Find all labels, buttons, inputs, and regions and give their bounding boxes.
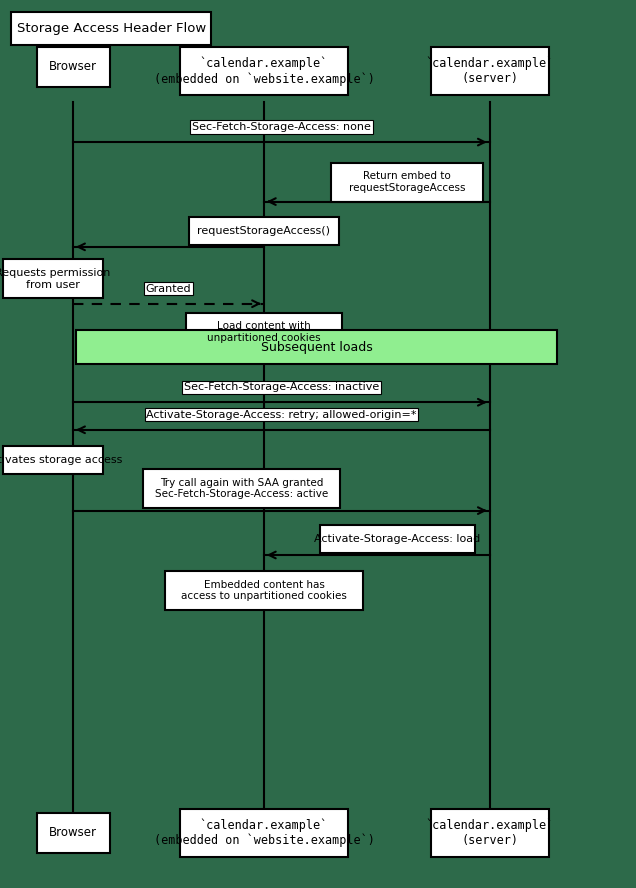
Text: Load content with
unpartitioned cookies: Load content with unpartitioned cookies [207,321,321,343]
Text: Try call again with SAA granted
Sec-Fetch-Storage-Access: active: Try call again with SAA granted Sec-Fetc… [155,478,328,499]
Bar [179,808,349,858]
Text: `calendar.example`
(embedded on `website.example`): `calendar.example` (embedded on `website… [153,57,375,85]
Text: `calendar.example`
(server): `calendar.example` (server) [425,57,554,85]
Text: Storage Access Header Flow: Storage Access Header Flow [17,22,206,35]
Text: Subsequent loads: Subsequent loads [261,341,372,353]
Bar [143,469,340,508]
Text: Sec-Fetch-Storage-Access: inactive: Sec-Fetch-Storage-Access: inactive [184,382,379,392]
Bar [3,446,103,474]
Text: requestStorageAccess(): requestStorageAccess() [197,226,331,236]
Bar [165,571,363,610]
Text: Activate-Storage-Access: retry; allowed-origin=*: Activate-Storage-Access: retry; allowed-… [146,409,417,420]
Bar [319,525,475,553]
Text: Browser: Browser [49,827,97,839]
Text: `calendar.example`
(server): `calendar.example` (server) [425,819,554,847]
Text: Sec-Fetch-Storage-Access: none: Sec-Fetch-Storage-Access: none [192,122,371,132]
Bar [331,163,483,202]
Bar [37,46,110,86]
Bar [76,330,556,364]
Text: Browser: Browser [49,60,97,73]
Bar [3,259,103,298]
Bar [11,12,212,45]
Text: Return embed to
requestStorageAccess: Return embed to requestStorageAccess [349,171,466,193]
Bar [190,217,338,245]
Bar [431,808,549,858]
Bar [37,813,110,852]
Text: Requests permission
from user: Requests permission from user [0,268,111,289]
Bar [179,46,349,95]
Text: Activates storage access: Activates storage access [0,455,122,465]
Text: Activate-Storage-Access: load: Activate-Storage-Access: load [314,534,481,544]
Text: `calendar.example`
(embedded on `website.example`): `calendar.example` (embedded on `website… [153,819,375,847]
Bar [186,313,342,352]
Text: Embedded content has
access to unpartitioned cookies: Embedded content has access to unpartiti… [181,580,347,601]
Text: Granted: Granted [146,283,191,294]
Bar [431,46,549,95]
